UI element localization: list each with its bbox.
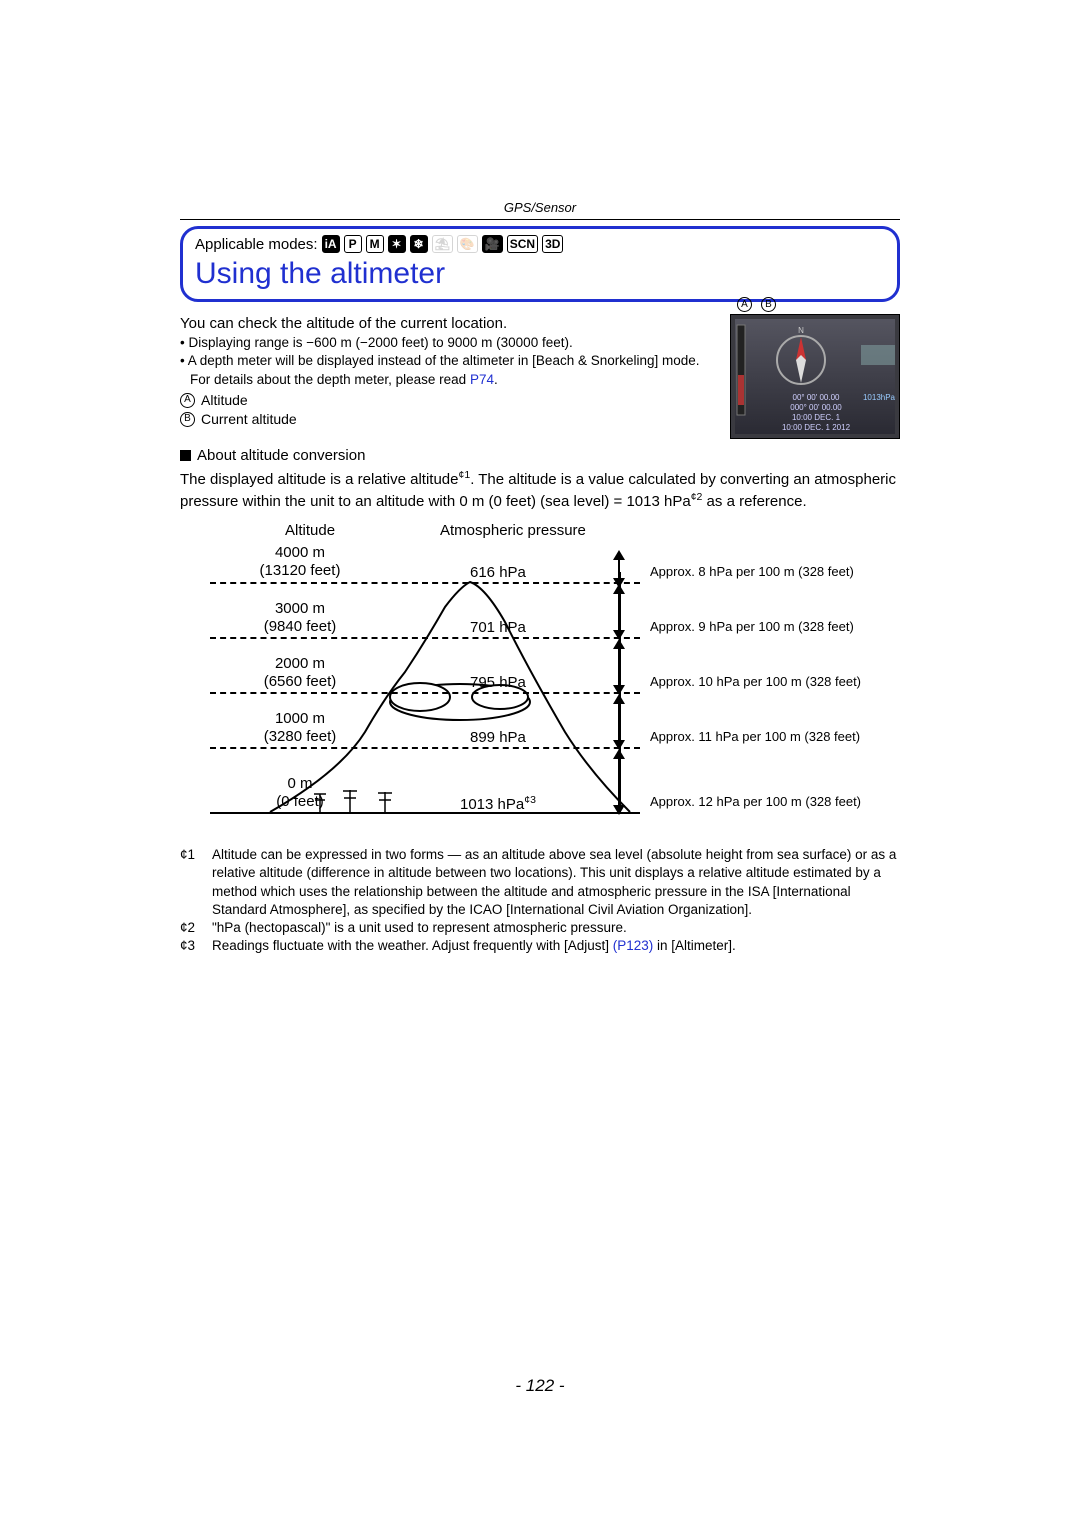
intro-bullet-1: • Displaying range is −600 m (−2000 feet…: [180, 334, 700, 352]
applicable-label: Applicable modes:: [195, 236, 318, 253]
intro-section: A B N 00° 00' 00.00 000° 00' 00.00 10:00…: [180, 314, 900, 429]
alt-row-2: 2000 m(6560 feet): [250, 655, 350, 691]
callout-a-marker: A: [737, 297, 752, 312]
thumb-time-2: 10:00 DEC. 1 2012: [761, 423, 871, 432]
mode-icon-movie: 🎥: [482, 235, 503, 253]
svg-text:N: N: [798, 326, 804, 335]
altitude-conversion-diagram: Altitude Atmospheric pressure: [180, 522, 900, 832]
footnote-2: ¢2 "hPa (hectopascal)" is a unit used to…: [180, 919, 900, 937]
alt-row-4: 0 m(0 feet): [250, 775, 350, 811]
rate-row-0: Approx. 8 hPa per 100 m (328 feet): [650, 564, 890, 579]
link-p123[interactable]: (P123): [613, 938, 654, 953]
def-b-row: B Current altitude: [180, 410, 700, 429]
section-header: GPS/Sensor: [180, 200, 900, 215]
mode-icon-snow: ❄: [410, 235, 428, 253]
mode-icon-scn: SCN: [507, 235, 538, 253]
mode-icon-ia: iA: [322, 235, 340, 253]
rate-row-2: Approx. 10 hPa per 100 m (328 feet): [650, 674, 890, 689]
thumb-time-1: 10:00 DEC. 1: [771, 413, 861, 422]
rate-row-1: Approx. 9 hPa per 100 m (328 feet): [650, 619, 890, 634]
circle-a-icon: A: [180, 393, 195, 408]
intro-bullet-2: • A depth meter will be displayed instea…: [180, 352, 700, 388]
pres-row-0: 616 hPa: [470, 564, 526, 581]
footnotes: ¢1 Altitude can be expressed in two form…: [180, 846, 900, 955]
page-number: - 122 -: [180, 1376, 900, 1396]
link-p74[interactable]: P74: [470, 372, 494, 387]
mode-icon-m: M: [366, 235, 384, 253]
footnote-1: ¢1 Altitude can be expressed in two form…: [180, 846, 900, 919]
diagram-col-pressure: Atmospheric pressure: [440, 522, 586, 539]
applicable-modes-row: Applicable modes: iA P M ✶ ❄ ⛱ 🎨 🎥 SCN 3…: [195, 235, 885, 253]
pres-row-3: 899 hPa: [470, 729, 526, 746]
mode-icon-art: 🎨: [457, 235, 478, 253]
thumb-coord-1: 00° 00' 00.00: [771, 393, 861, 402]
pres-row-4: 1013 hPa¢3: [460, 794, 536, 813]
footnote-3: ¢3 Readings fluctuate with the weather. …: [180, 937, 900, 955]
pres-row-2: 795 hPa: [470, 674, 526, 691]
conversion-para: The displayed altitude is a relative alt…: [180, 468, 900, 513]
def-a-row: A Altitude: [180, 391, 700, 410]
page-title: Using the altimeter: [195, 257, 885, 291]
mode-icon-p: P: [344, 235, 362, 253]
pres-row-1: 701 hPa: [470, 619, 526, 636]
diagram-col-altitude: Altitude: [285, 522, 335, 539]
rate-row-4: Approx. 12 hPa per 100 m (328 feet): [650, 794, 890, 809]
conversion-heading: About altitude conversion: [180, 447, 900, 464]
intro-lead: You can check the altitude of the curren…: [180, 314, 700, 334]
alt-row-3: 1000 m(3280 feet): [250, 710, 350, 746]
circle-b-icon: B: [180, 412, 195, 427]
square-bullet-icon: [180, 450, 191, 461]
alt-row-1: 3000 m(9840 feet): [250, 600, 350, 636]
alt-row-0: 4000 m(13120 feet): [250, 544, 350, 580]
title-box: Applicable modes: iA P M ✶ ❄ ⛱ 🎨 🎥 SCN 3…: [180, 226, 900, 302]
header-rule: [180, 219, 900, 220]
rate-row-3: Approx. 11 hPa per 100 m (328 feet): [650, 729, 890, 744]
thumb-coord-2: 000° 00' 00.00: [771, 403, 861, 412]
mode-icon-sport: ✶: [388, 235, 406, 253]
camera-screenshot-thumb: A B N 00° 00' 00.00 000° 00' 00.00 10:00…: [730, 314, 900, 439]
thumb-hpa: 1013hPa: [863, 393, 895, 402]
callout-b-marker: B: [761, 297, 776, 312]
mode-icon-3d: 3D: [542, 235, 563, 253]
mode-icon-beach: ⛱: [432, 235, 453, 253]
